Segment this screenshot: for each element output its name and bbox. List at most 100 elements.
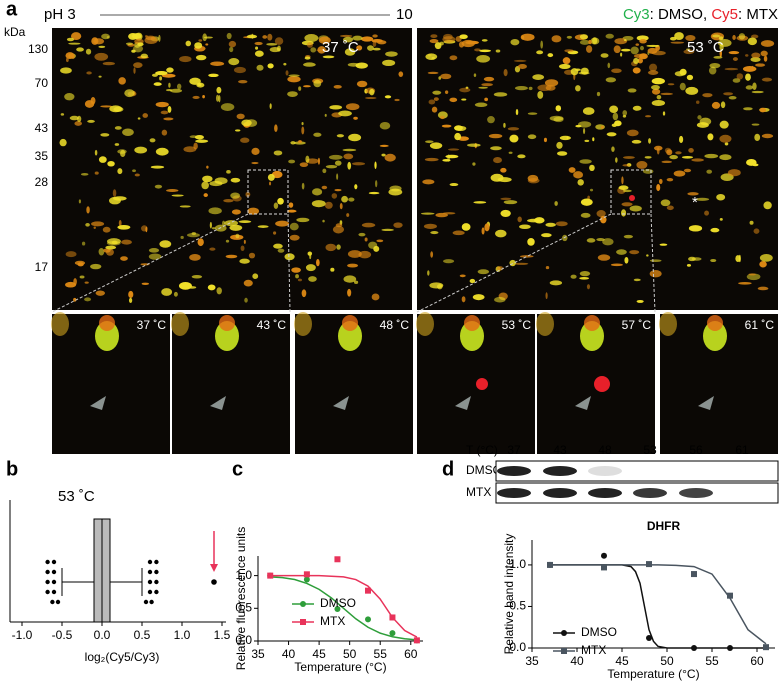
gel-spot (161, 129, 168, 136)
gel-spot (301, 122, 304, 126)
gel-spot (296, 217, 310, 223)
gel-spot (757, 286, 769, 291)
gel-spot (117, 224, 131, 230)
point (154, 579, 159, 585)
gel-spot (637, 57, 643, 64)
gel-spot (527, 112, 538, 115)
gel-spot (736, 73, 744, 80)
gel-spot (84, 297, 92, 302)
gel-spot (226, 32, 232, 40)
x-axis-label: Temperature (°C) (607, 667, 699, 681)
gel-spot (209, 181, 223, 187)
gel-spot (429, 282, 444, 289)
gel-spot (697, 115, 702, 120)
panel-label: c (232, 458, 243, 480)
gel-spot (420, 212, 435, 215)
blot-band (497, 466, 531, 476)
gel-spot (754, 133, 761, 142)
legend: Cy3: DMSO, Cy5: MTX (623, 6, 778, 23)
gel-spot (440, 115, 445, 120)
gel-spot (515, 109, 519, 116)
point (691, 571, 697, 578)
gel-spot (367, 45, 374, 51)
gel-spot (141, 282, 150, 286)
gel-spot (723, 92, 734, 96)
gel-spot (651, 50, 666, 56)
gel-spot (503, 200, 518, 205)
gel-spot (210, 61, 225, 66)
gel-spot (575, 85, 581, 92)
gel-spot (384, 95, 392, 99)
gel-spot (564, 49, 574, 53)
gel-spot (743, 107, 753, 111)
gel-spot (579, 270, 591, 277)
gel-spot (298, 140, 302, 144)
gel-spot (704, 153, 719, 159)
gel-spot (503, 122, 506, 128)
gel-spot (294, 312, 312, 336)
gel-spot (100, 133, 110, 137)
gel-spot (137, 42, 144, 47)
point (45, 579, 50, 585)
gel-spot (750, 34, 759, 39)
gel-spot (686, 263, 692, 267)
gel-spot (759, 107, 767, 113)
gel-spot (335, 223, 343, 228)
gel-spot (549, 280, 563, 286)
gel-spot (102, 61, 115, 66)
gel-spot (753, 228, 760, 234)
gel-spot (285, 70, 289, 76)
gel-spot (612, 112, 619, 121)
gel-spot (343, 36, 354, 43)
gel-spot (308, 276, 317, 282)
gel-spot (495, 229, 507, 238)
gel-spot (98, 248, 105, 256)
arrowhead (90, 396, 106, 410)
gel-spot (534, 217, 545, 224)
blot-strip (495, 460, 779, 482)
gel-spot (379, 144, 389, 148)
gel-spot (191, 232, 197, 236)
gel-spot (649, 259, 662, 263)
gel-spot (322, 168, 327, 174)
x-axis-label: log₂(Cy5/Cy3) (85, 650, 160, 664)
gel-spot (105, 245, 117, 250)
point (547, 561, 553, 568)
gel-spot (384, 153, 396, 162)
gel-spot (507, 127, 520, 131)
gel-spot (461, 223, 471, 231)
gel-spot (536, 312, 554, 336)
gel-spot (465, 40, 479, 45)
gel-spot (114, 126, 122, 130)
ph-start: pH 3 (44, 6, 76, 23)
gel-spot (584, 315, 600, 331)
x-tick-label: 1.5 (214, 628, 231, 642)
gel-spot (374, 161, 377, 169)
point (389, 630, 396, 637)
annotation-arrowhead (210, 564, 218, 572)
gel-spot (520, 33, 535, 41)
x-tick-label: 40 (570, 654, 584, 668)
gel-spot (361, 222, 376, 228)
gel-spot (185, 40, 192, 47)
gel-spot (537, 84, 552, 92)
gel-spot (70, 32, 82, 40)
blot-band (588, 466, 622, 476)
gel-spot (742, 65, 757, 72)
gel-spot (269, 181, 272, 186)
gel-spot (447, 154, 450, 162)
gel-spot (614, 38, 628, 45)
gel-spot (197, 82, 202, 87)
gel-spot (579, 276, 590, 280)
gel-spot (580, 212, 591, 218)
gel-spot (309, 254, 312, 260)
gel-spot (60, 113, 65, 116)
gel-spot (459, 87, 471, 93)
gel-spot (354, 184, 358, 190)
gel-spot (81, 241, 86, 246)
legend-marker (561, 648, 567, 654)
gel-spot (620, 52, 623, 57)
gel-spot (541, 233, 552, 238)
gel-spot (203, 36, 213, 39)
point (691, 645, 697, 651)
